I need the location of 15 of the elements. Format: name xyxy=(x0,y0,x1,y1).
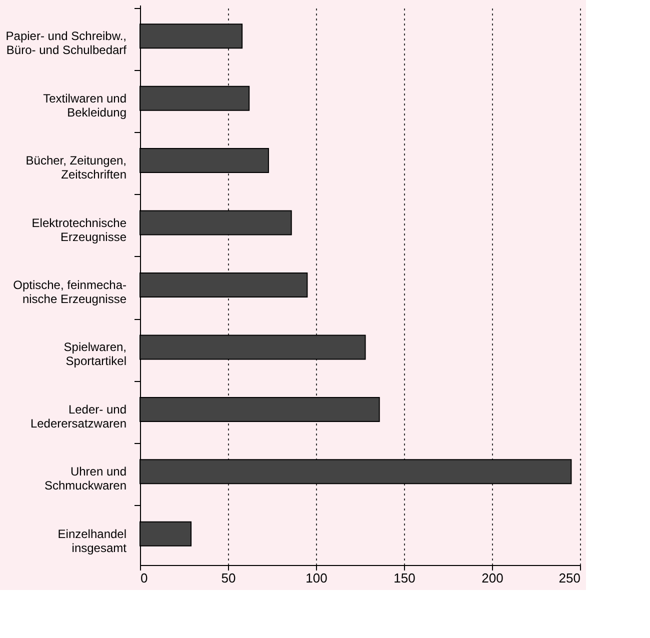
y-tick-label: Leder- und Lederersatzwaren xyxy=(30,402,126,430)
x-tick-label: 50 xyxy=(221,570,236,586)
y-tick-label: Optische, feinmecha- nische Erzeugnisse xyxy=(13,278,127,306)
y-tick-label: Einzelhandel insgesamt xyxy=(58,526,128,555)
y-tick-label: Bücher, Zeitungen, Zeitschriften xyxy=(26,154,126,182)
y-tick-label: Textilwaren und Bekleidung xyxy=(43,91,126,120)
x-tick-label: 100 xyxy=(306,570,328,586)
y-tick-label: Uhren und Schmuckwaren xyxy=(44,464,126,493)
x-tick-label: 150 xyxy=(394,570,416,586)
x-tick-label: 0 xyxy=(140,570,148,586)
x-tick-label: 250 xyxy=(558,570,580,586)
y-tick-label: Papier- und Schreibw., Büro- und Schulbedarf xyxy=(6,29,128,58)
x-tick-label: 200 xyxy=(482,570,504,586)
y-tick-label: Spielwaren, Sportartikel xyxy=(64,340,126,368)
y-tick-label: Elektrotechnische Erzeugnisse xyxy=(32,216,127,244)
